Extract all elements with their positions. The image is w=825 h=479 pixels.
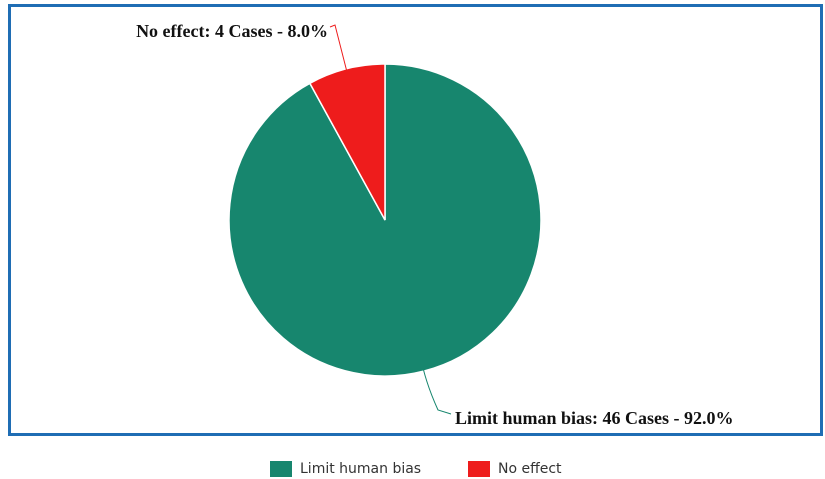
leader-line	[329, 24, 348, 71]
data-label: No effect: 4 Cases - 8.0%	[136, 21, 328, 41]
legend-label: Limit human bias	[300, 461, 421, 477]
leader-line	[422, 369, 452, 415]
data-label: Limit human bias: 46 Cases - 92.0%	[455, 408, 734, 428]
legend-swatch	[270, 461, 292, 477]
legend-label: No effect	[498, 461, 562, 477]
legend-swatch	[468, 461, 490, 477]
chart-frame	[8, 4, 823, 436]
